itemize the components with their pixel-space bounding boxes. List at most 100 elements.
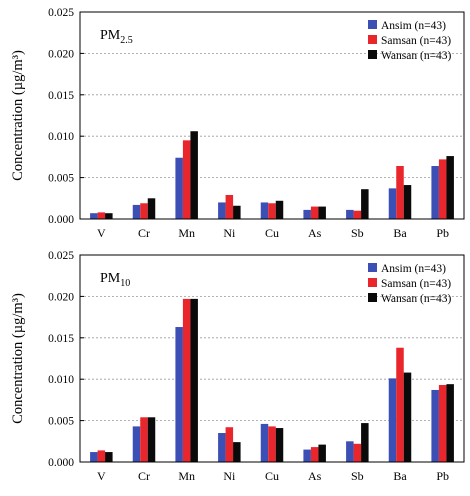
bar-samsan-as [310,447,319,462]
bar-samsan-ba [396,166,404,219]
bar-ansim-ni [218,433,226,462]
bar-ansim-as [303,449,311,462]
x-tick-label: Ni [223,469,236,483]
bar-samsan-pb [438,159,447,219]
chart-panel-1: 0.000 0.005 0.010 0.015 0.020 0.025 V Cr Mn Ni Cu A… [10,250,465,483]
plot-frame [79,11,465,220]
bar-samsan-ni [225,194,234,219]
bar-ansim-cu [260,423,269,462]
bar-wansan-ba [403,185,412,219]
x-tick-label: Cu [265,226,279,240]
legend-swatch-wansan [368,293,377,302]
x-tick-label: V [97,226,106,240]
x-tick-label: Pb [436,226,449,240]
bar-wansan-pb [446,156,454,219]
y-tick-label: 0.010 [48,131,74,143]
bar-samsan-cr [140,417,148,462]
bar-ansim-ba [388,188,397,219]
bar-samsan-cr [140,203,148,219]
x-tick-label: Mn [178,469,195,483]
x-tick-label: As [308,469,322,483]
bar-ansim-as [303,209,311,219]
bar-ansim-ba [388,378,397,462]
y-tick-label: 0.020 [48,291,74,303]
legend-entry-wansan: Wansan (n=43) [381,293,452,305]
x-tick-label: V [97,469,106,483]
y-tick-label: 0.000 [48,457,74,469]
panel-label: PM10 [100,271,130,289]
y-tick-label: 0.005 [48,416,74,428]
x-tick-label: Sb [351,469,364,483]
x-tick-label: Ni [223,226,236,240]
y-tick-label: 0.025 [48,250,74,262]
legend-entry-samsan: Samsan (n=43) [381,278,451,290]
y-axis-label: Concentration (µg/m³) [10,293,26,424]
bar-ansim-cr [132,426,141,462]
bar-wansan-cr [147,417,156,462]
bar-samsan-sb [353,443,362,462]
bar-samsan-pb [438,384,447,462]
bar-wansan-mn [190,298,198,462]
bar-ansim-v [90,452,98,462]
chart-panel-0: 0.000 0.005 0.010 0.015 0.020 0.025 V Cr Mn Ni Cu A… [10,7,465,240]
legend-entry-samsan: Samsan (n=43) [381,35,451,47]
bar-wansan-sb [361,423,369,462]
bar-wansan-v [105,452,113,462]
y-tick-label: 0.020 [48,48,74,60]
bar-ansim-ni [218,202,226,219]
y-tick-label: 0.015 [48,90,74,102]
bar-samsan-mn [182,298,191,462]
panel-label-subscript: 2.5 [120,35,133,46]
y-tick-label: 0.000 [48,214,74,226]
bar-ansim-pb [431,389,439,462]
bar-wansan-as [318,444,326,462]
x-tick-label: Ba [393,226,407,240]
bar-wansan-ni [233,442,241,462]
bar-ansim-cr [132,204,141,219]
bar-samsan-mn [182,140,191,219]
legend-swatch-ansim [368,263,377,272]
x-tick-label: Mn [178,226,195,240]
legend-entry-ansim: Ansim (n=43) [381,20,446,32]
y-tick-label: 0.010 [48,374,74,386]
bar-samsan-ni [225,427,234,462]
bar-wansan-ba [403,372,412,462]
panel-label-subscript: 10 [120,278,130,289]
y-tick-label: 0.015 [48,333,74,345]
legend-swatch-wansan [368,50,377,59]
x-tick-label: Cu [265,469,279,483]
bar-ansim-cu [260,202,269,219]
plot-frame [79,254,465,463]
legend-entry-ansim: Ansim (n=43) [381,263,446,275]
x-tick-label: Ba [393,469,407,483]
bar-wansan-cu [275,428,284,462]
bar-ansim-pb [431,166,439,219]
legend-swatch-samsan [368,278,377,287]
legend-swatch-ansim [368,20,377,29]
bar-ansim-sb [346,441,354,462]
bar-wansan-ni [233,205,241,219]
bar-samsan-sb [353,210,362,219]
x-tick-label: Sb [351,226,364,240]
bar-samsan-v [97,450,106,462]
legend-entry-wansan: Wansan (n=43) [381,50,452,62]
bar-wansan-pb [446,384,454,462]
y-tick-label: 0.005 [48,173,74,185]
bar-ansim-mn [175,157,183,219]
bar-wansan-sb [361,189,369,219]
legend-swatch-samsan [368,35,377,44]
bar-samsan-cu [268,426,276,462]
x-tick-label: Pb [436,469,449,483]
bar-wansan-mn [190,131,198,219]
bar-wansan-as [318,206,326,219]
bar-samsan-cu [268,203,276,219]
bar-wansan-cr [147,198,156,219]
bar-samsan-as [310,206,319,219]
bar-ansim-v [90,213,98,219]
y-axis-label: Concentration (µg/m³) [10,50,26,181]
x-tick-label: Cr [138,226,150,240]
x-tick-label: As [308,226,322,240]
bar-ansim-mn [175,327,183,462]
